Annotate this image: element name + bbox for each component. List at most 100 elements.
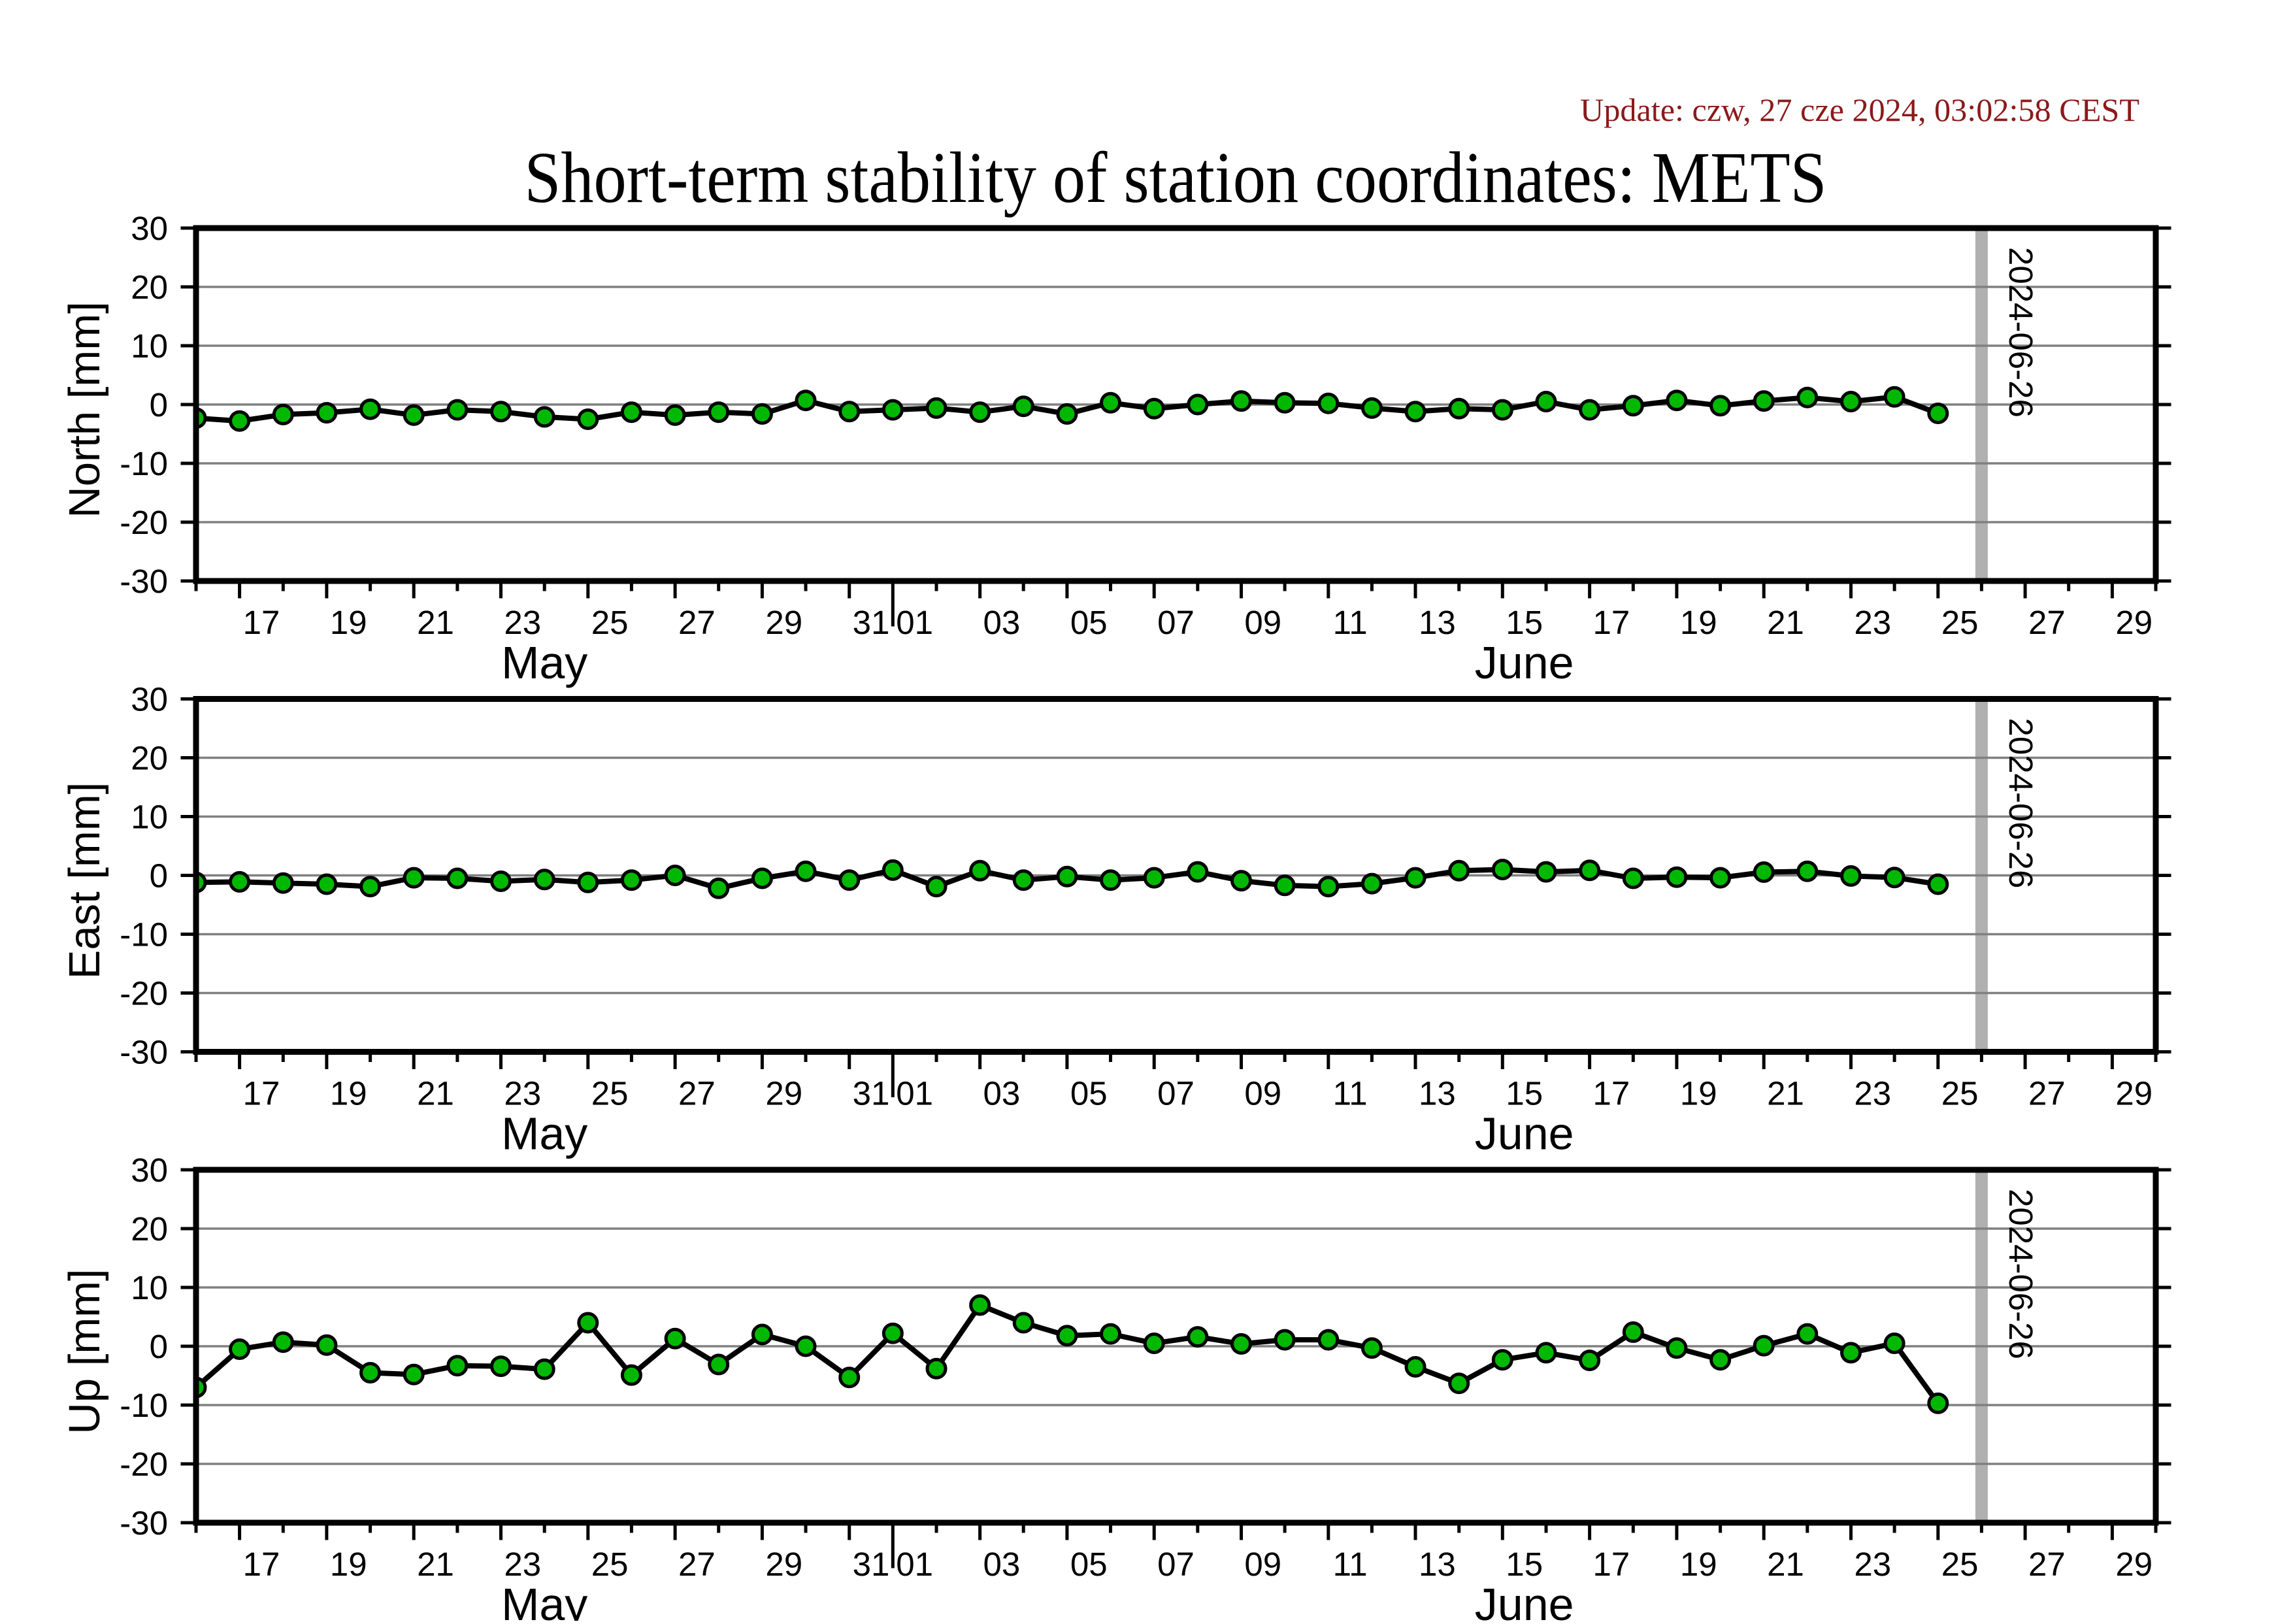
svg-text:23: 23 bbox=[504, 1075, 541, 1112]
svg-text:21: 21 bbox=[417, 1075, 454, 1112]
svg-text:-30: -30 bbox=[120, 1504, 168, 1542]
svg-text:30: 30 bbox=[131, 210, 168, 247]
svg-text:20: 20 bbox=[131, 740, 168, 777]
svg-text:21: 21 bbox=[1767, 1075, 1804, 1112]
svg-text:20: 20 bbox=[131, 1210, 168, 1248]
svg-text:29: 29 bbox=[2115, 1075, 2153, 1112]
svg-text:-10: -10 bbox=[120, 445, 168, 482]
svg-text:2024-06-26: 2024-06-26 bbox=[2002, 247, 2039, 418]
svg-text:May: May bbox=[501, 637, 587, 688]
svg-text:East [mm]: East [mm] bbox=[60, 782, 109, 980]
svg-text:29: 29 bbox=[2115, 1546, 2153, 1583]
svg-text:03: 03 bbox=[983, 1075, 1021, 1112]
svg-text:31: 31 bbox=[853, 1546, 890, 1583]
svg-text:27: 27 bbox=[678, 1075, 716, 1112]
svg-text:21: 21 bbox=[1767, 604, 1804, 641]
svg-text:27: 27 bbox=[2028, 1075, 2066, 1112]
svg-text:19: 19 bbox=[330, 1546, 367, 1583]
svg-text:17: 17 bbox=[1593, 604, 1630, 641]
svg-text:May: May bbox=[501, 1108, 587, 1159]
svg-text:10: 10 bbox=[131, 799, 168, 836]
svg-text:2024-06-26: 2024-06-26 bbox=[2002, 1189, 2039, 1359]
svg-text:11: 11 bbox=[1333, 1546, 1368, 1583]
svg-text:17: 17 bbox=[1593, 1075, 1630, 1112]
svg-text:-20: -20 bbox=[120, 504, 168, 541]
svg-text:0: 0 bbox=[150, 1328, 168, 1365]
svg-text:27: 27 bbox=[2028, 1546, 2066, 1583]
svg-text:07: 07 bbox=[1157, 1075, 1195, 1112]
svg-text:North [mm]: North [mm] bbox=[60, 301, 109, 518]
svg-text:05: 05 bbox=[1070, 1546, 1108, 1583]
svg-text:01: 01 bbox=[896, 1546, 933, 1583]
svg-text:21: 21 bbox=[417, 604, 454, 641]
svg-text:23: 23 bbox=[504, 1546, 541, 1583]
svg-text:09: 09 bbox=[1244, 1546, 1281, 1583]
svg-text:09: 09 bbox=[1244, 1075, 1281, 1112]
svg-text:June: June bbox=[1475, 1108, 1574, 1159]
svg-text:07: 07 bbox=[1157, 604, 1195, 641]
svg-text:May: May bbox=[501, 1579, 587, 1621]
svg-text:2024-06-26: 2024-06-26 bbox=[2002, 718, 2039, 889]
svg-text:25: 25 bbox=[591, 604, 629, 641]
svg-text:-10: -10 bbox=[120, 1387, 168, 1424]
svg-text:15: 15 bbox=[1506, 1546, 1543, 1583]
svg-text:09: 09 bbox=[1244, 604, 1281, 641]
svg-text:25: 25 bbox=[591, 1546, 629, 1583]
svg-text:13: 13 bbox=[1419, 604, 1456, 641]
svg-text:0: 0 bbox=[150, 857, 168, 895]
svg-text:05: 05 bbox=[1070, 604, 1108, 641]
svg-text:19: 19 bbox=[330, 1075, 367, 1112]
svg-text:25: 25 bbox=[1941, 604, 1979, 641]
svg-text:07: 07 bbox=[1157, 1546, 1195, 1583]
svg-text:0: 0 bbox=[150, 386, 168, 423]
svg-text:23: 23 bbox=[1854, 1546, 1891, 1583]
svg-text:15: 15 bbox=[1506, 1075, 1543, 1112]
svg-text:11: 11 bbox=[1333, 604, 1368, 641]
svg-text:29: 29 bbox=[765, 1075, 802, 1112]
svg-text:03: 03 bbox=[983, 604, 1021, 641]
svg-text:03: 03 bbox=[983, 1546, 1021, 1583]
svg-text:25: 25 bbox=[1941, 1546, 1979, 1583]
svg-text:29: 29 bbox=[765, 604, 802, 641]
svg-text:Short-term stability of statio: Short-term stability of station coordina… bbox=[525, 138, 1827, 218]
svg-text:01: 01 bbox=[896, 604, 933, 641]
svg-text:19: 19 bbox=[1680, 1546, 1717, 1583]
svg-text:21: 21 bbox=[417, 1546, 454, 1583]
svg-text:23: 23 bbox=[1854, 1075, 1891, 1112]
svg-text:11: 11 bbox=[1333, 1075, 1368, 1112]
svg-text:25: 25 bbox=[1941, 1075, 1979, 1112]
svg-text:31: 31 bbox=[853, 604, 890, 641]
svg-text:-30: -30 bbox=[120, 1034, 168, 1071]
svg-text:15: 15 bbox=[1506, 604, 1543, 641]
svg-text:June: June bbox=[1475, 637, 1574, 688]
svg-text:20: 20 bbox=[131, 269, 168, 306]
svg-text:29: 29 bbox=[2115, 604, 2153, 641]
svg-text:01: 01 bbox=[896, 1075, 933, 1112]
svg-text:Update: czw, 27 cze 2024, 03:0: Update: czw, 27 cze 2024, 03:02:58 CEST bbox=[1580, 91, 2139, 128]
svg-text:25: 25 bbox=[591, 1075, 629, 1112]
svg-text:17: 17 bbox=[1593, 1546, 1630, 1583]
svg-text:-20: -20 bbox=[120, 975, 168, 1012]
svg-text:17: 17 bbox=[243, 604, 280, 641]
svg-text:Up [mm]: Up [mm] bbox=[60, 1268, 109, 1434]
svg-text:13: 13 bbox=[1419, 1075, 1456, 1112]
svg-text:27: 27 bbox=[678, 604, 716, 641]
svg-text:19: 19 bbox=[1680, 1075, 1717, 1112]
svg-text:19: 19 bbox=[1680, 604, 1717, 641]
svg-text:-10: -10 bbox=[120, 916, 168, 953]
svg-text:June: June bbox=[1475, 1579, 1574, 1621]
svg-text:27: 27 bbox=[678, 1546, 716, 1583]
svg-text:10: 10 bbox=[131, 1269, 168, 1306]
svg-text:27: 27 bbox=[2028, 604, 2066, 641]
svg-text:17: 17 bbox=[243, 1546, 280, 1583]
svg-text:31: 31 bbox=[853, 1075, 890, 1112]
svg-text:-30: -30 bbox=[120, 563, 168, 600]
svg-text:13: 13 bbox=[1419, 1546, 1456, 1583]
svg-text:05: 05 bbox=[1070, 1075, 1108, 1112]
svg-text:17: 17 bbox=[243, 1075, 280, 1112]
svg-text:29: 29 bbox=[765, 1546, 802, 1583]
svg-text:10: 10 bbox=[131, 327, 168, 365]
svg-text:23: 23 bbox=[1854, 604, 1891, 641]
svg-text:-20: -20 bbox=[120, 1446, 168, 1483]
svg-text:23: 23 bbox=[504, 604, 541, 641]
